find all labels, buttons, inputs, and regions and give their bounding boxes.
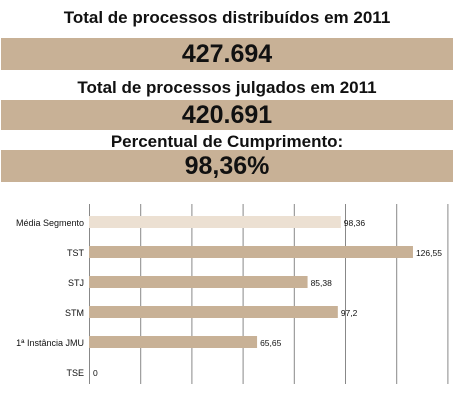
distributed-value-band: 427.694 (1, 38, 453, 70)
value-label: 0 (93, 368, 98, 378)
category-label: TSE (66, 368, 84, 378)
distributed-value: 427.694 (181, 40, 273, 68)
category-label: STM (65, 308, 84, 318)
bar (89, 306, 338, 318)
comparison-bar-chart: Média Segmento 98,36 TST 126,55 STJ 85,38 STM 9… (16, 204, 449, 384)
value-label: 97,2 (341, 308, 358, 318)
judged-value-band: 420.691 (1, 100, 453, 130)
category-label: TST (67, 248, 85, 258)
judged-value: 420.691 (181, 101, 273, 129)
percent-value: 98,36% (184, 152, 270, 180)
distributed-title: Total de processos distribuídos em 2011 (63, 8, 391, 27)
value-label: 98,36 (344, 218, 366, 228)
value-label: 65,65 (260, 338, 282, 348)
judged-title: Total de processos julgados em 2011 (77, 78, 377, 97)
category-label: Média Segmento (16, 218, 84, 228)
bar (89, 336, 258, 348)
category-label: 1ª Instância JMU (16, 338, 84, 348)
value-label: 85,38 (311, 278, 333, 288)
bar (89, 246, 413, 258)
bar (89, 216, 341, 228)
value-label: 126,55 (416, 248, 442, 258)
percent-title: Percentual de Cumprimento: (110, 132, 344, 151)
category-label: STJ (68, 278, 84, 288)
percent-value-band: 98,36% (1, 150, 453, 182)
bar (89, 276, 308, 288)
